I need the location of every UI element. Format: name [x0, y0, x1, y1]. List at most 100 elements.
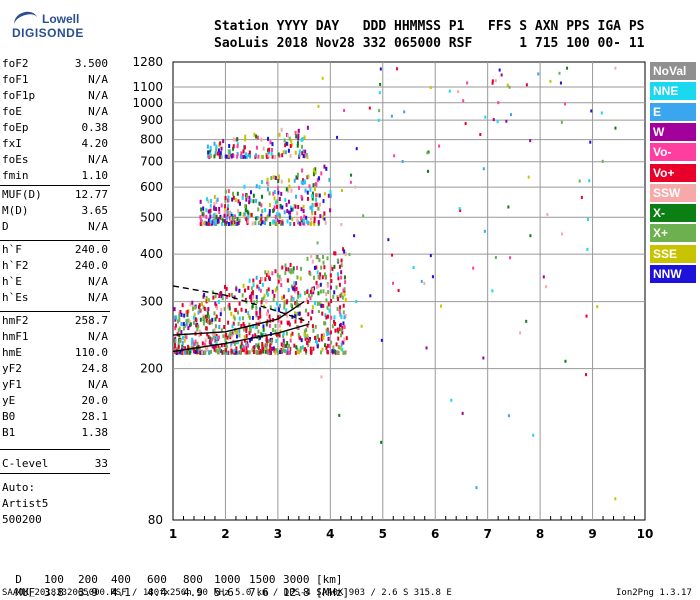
echo-mark: [289, 338, 292, 343]
sparse-echo-mark: [464, 122, 467, 126]
echo-mark: [316, 193, 319, 198]
echo-mark: [215, 314, 218, 319]
echo-mark: [265, 299, 268, 304]
echo-mark: [220, 308, 223, 313]
echo-mark: [250, 212, 253, 217]
echo-mark: [214, 301, 217, 306]
echo-mark: [278, 274, 281, 279]
echo-mark: [315, 255, 318, 260]
echo-mark: [306, 190, 309, 195]
x-tick-label: 9: [588, 527, 596, 541]
echo-mark: [323, 265, 326, 270]
echo-mark: [200, 207, 203, 212]
echo-mark: [309, 346, 312, 351]
sparse-echo-mark: [614, 497, 617, 501]
echo-mark: [235, 221, 238, 226]
echo-mark: [298, 185, 301, 190]
echo-mark: [338, 309, 341, 314]
echo-mark: [295, 134, 298, 139]
echo-mark: [199, 221, 202, 226]
echo-mark: [202, 316, 205, 321]
echo-mark: [284, 271, 287, 276]
sparse-echo-mark: [494, 79, 497, 83]
sparse-echo-mark: [317, 104, 320, 108]
sparse-echo-mark: [343, 109, 346, 113]
param-separator: [0, 449, 110, 450]
echo-mark: [339, 312, 342, 317]
echo-mark: [242, 345, 245, 350]
echo-mark: [235, 340, 238, 345]
echo-mark: [304, 347, 307, 352]
param-fof1: foF1 N/A: [2, 73, 108, 89]
echo-mark: [267, 181, 270, 186]
param-name: h`E: [2, 275, 22, 288]
sparse-echo-mark: [423, 281, 426, 285]
sparse-echo-mark: [561, 232, 564, 236]
echo-mark: [247, 350, 250, 355]
echo-mark: [208, 319, 211, 324]
echo-mark: [271, 147, 274, 152]
echo-mark: [245, 328, 248, 333]
echo-mark: [289, 333, 292, 338]
y-tick-label: 80: [148, 513, 163, 527]
echo-mark: [277, 332, 280, 337]
echo-mark: [303, 329, 306, 334]
echo-mark: [236, 329, 239, 334]
echo-mark: [257, 154, 260, 159]
sparse-echo-mark: [601, 159, 604, 163]
echo-mark: [299, 336, 302, 341]
echo-mark: [256, 216, 259, 221]
echo-mark: [290, 207, 293, 212]
echo-mark: [255, 343, 258, 348]
echo-mark: [250, 286, 253, 291]
echo-mark: [255, 145, 258, 150]
echo-mark: [230, 213, 233, 218]
echo-mark: [344, 252, 347, 257]
echo-mark: [315, 265, 318, 270]
param-fmin: fmin 1.10: [2, 169, 108, 185]
echo-mark: [226, 206, 229, 211]
echo-mark: [234, 330, 237, 335]
y-tick-label: 1100: [132, 80, 163, 94]
sparse-echo-mark: [348, 252, 351, 256]
sparse-echo-mark: [392, 281, 395, 285]
echo-mark: [221, 296, 224, 301]
echo-mark: [283, 340, 286, 345]
echo-mark: [311, 309, 314, 314]
echo-mark: [260, 300, 263, 305]
echo-mark: [245, 333, 248, 338]
echo-mark: [287, 288, 290, 293]
echo-mark: [193, 347, 196, 352]
param-separator: [0, 311, 110, 312]
echo-mark: [265, 273, 268, 278]
echo-mark: [185, 335, 188, 340]
sparse-echo-mark: [323, 217, 326, 221]
echo-mark: [239, 350, 242, 355]
echo-mark: [248, 278, 251, 283]
echo-mark: [199, 317, 202, 322]
echo-mark: [312, 193, 315, 198]
echo-mark: [253, 300, 256, 305]
sparse-echo-mark: [439, 304, 442, 308]
echo-mark: [236, 151, 239, 156]
sparse-echo-mark: [321, 76, 324, 80]
echo-mark: [241, 195, 244, 200]
sparse-echo-mark: [564, 359, 567, 363]
sparse-echo-mark: [614, 66, 617, 70]
echo-mark: [244, 204, 247, 209]
y-tick-label: 800: [140, 133, 163, 147]
echo-mark: [300, 338, 303, 343]
echo-mark: [274, 307, 277, 312]
echo-mark: [217, 299, 220, 304]
echo-mark: [223, 219, 226, 224]
echo-mark: [279, 214, 282, 219]
echo-mark: [338, 327, 341, 332]
echo-mark: [223, 210, 226, 215]
echo-mark: [293, 221, 296, 226]
echo-mark: [179, 338, 182, 343]
echo-mark: [309, 289, 312, 294]
echo-mark: [206, 311, 209, 316]
echo-mark: [260, 213, 263, 218]
sparse-echo-mark: [475, 486, 478, 490]
echo-mark: [259, 307, 262, 312]
